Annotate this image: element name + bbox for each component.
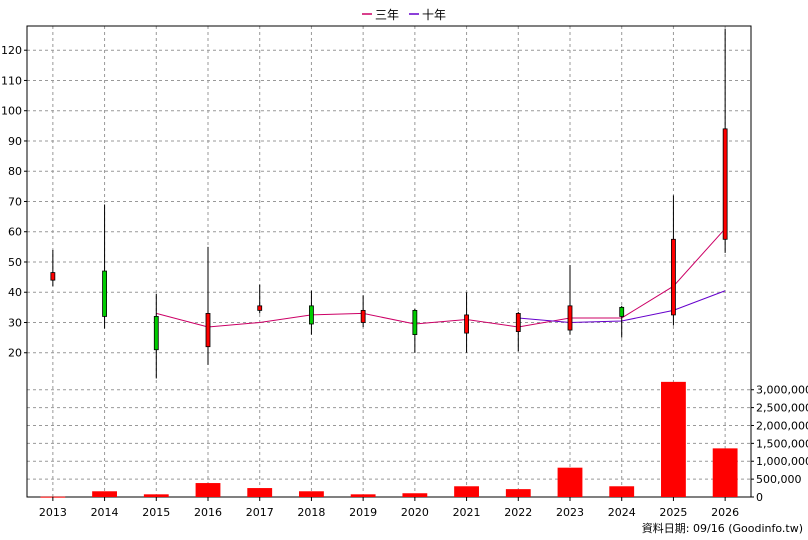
volume-bar — [92, 491, 117, 497]
volume-tick-label: 0 — [756, 491, 763, 504]
candle-body — [515, 313, 521, 332]
average-lines — [156, 228, 726, 328]
price-tick-label: 120 — [1, 44, 22, 57]
candle-body — [567, 305, 573, 331]
legend-label: 十年 — [422, 8, 446, 22]
legend-label: 三年 — [375, 8, 399, 22]
volume-bar — [557, 467, 583, 497]
price-tick-label: 100 — [1, 105, 22, 118]
candle-body — [360, 309, 366, 323]
x-tick-label: 2019 — [349, 506, 377, 519]
volume-bar — [609, 486, 635, 497]
price-tick-label: 40 — [8, 286, 22, 299]
price-tick-label: 50 — [8, 256, 22, 269]
candle-body — [619, 306, 625, 317]
candle-body — [464, 314, 469, 334]
x-tick-label: 2023 — [556, 506, 584, 519]
volume-bar — [505, 489, 531, 497]
x-tick-label: 2022 — [504, 506, 532, 519]
volume-tick-label: 1,000,000 — [756, 455, 808, 468]
price-tick-label: 80 — [8, 165, 22, 178]
legend: 三年 十年 — [362, 8, 446, 22]
price-tick-label: 30 — [8, 316, 22, 329]
volume-tick-label: 2,500,000 — [756, 402, 808, 415]
x-tick-label: 2026 — [711, 506, 739, 519]
price-tick-label: 60 — [8, 226, 22, 239]
volume-bar — [712, 448, 738, 497]
volume-tick-label: 1,500,000 — [756, 437, 808, 450]
line-series — [156, 228, 726, 328]
x-tick-label: 2025 — [659, 506, 687, 519]
volume-bar — [143, 494, 169, 497]
candle-body — [309, 305, 314, 325]
price-tick-label: 20 — [8, 347, 22, 360]
volume-bar — [247, 488, 273, 497]
volume-bar — [661, 381, 686, 497]
price-axis-ticks: 20 30 40 50 60 70 80 90 100 110 120 — [1, 44, 27, 360]
volume-bar — [299, 491, 324, 497]
volume-bar — [402, 493, 428, 497]
volume-bar — [350, 494, 376, 497]
candle-body — [153, 316, 159, 351]
grid-lines — [27, 26, 751, 497]
candle-body — [257, 305, 263, 311]
volume-bar — [454, 486, 479, 497]
x-tick-label: 2013 — [39, 506, 67, 519]
candle-body — [205, 313, 211, 348]
price-tick-label: 90 — [8, 135, 22, 148]
volume-tick-label: 2,000,000 — [756, 419, 808, 432]
x-tick-label: 2015 — [142, 506, 170, 519]
volume-axis-ticks: 0 500,000 1,000,000 1,500,000 2,000,000 2,500… — [751, 384, 808, 504]
x-tick-label: 2018 — [297, 506, 325, 519]
volume-tick-label: 3,000,000 — [756, 384, 808, 397]
candlesticks — [50, 29, 728, 379]
volume-tick-label: 500,000 — [756, 473, 802, 486]
x-tick-label: 2014 — [91, 506, 119, 519]
x-tick-label: 2024 — [608, 506, 636, 519]
volume-bars — [40, 381, 738, 498]
volume-bar — [195, 483, 221, 497]
price-tick-label: 110 — [1, 74, 22, 87]
x-tick-label: 2020 — [401, 506, 429, 519]
x-tick-label: 2016 — [194, 506, 222, 519]
x-axis-ticks: 2013 2014 2015 2016 2017 2018 2019 2020 2021 2022… — [39, 497, 739, 519]
x-tick-label: 2017 — [246, 506, 274, 519]
candle-body — [722, 128, 728, 240]
candle-body — [102, 270, 107, 317]
candle-body — [50, 272, 56, 281]
candle-body — [671, 238, 676, 316]
footer-source: 資料日期: 09/16 (Goodinfo.tw) — [642, 521, 803, 535]
candle-body — [412, 309, 418, 335]
x-tick-label: 2021 — [453, 506, 481, 519]
price-tick-label: 70 — [8, 195, 22, 208]
